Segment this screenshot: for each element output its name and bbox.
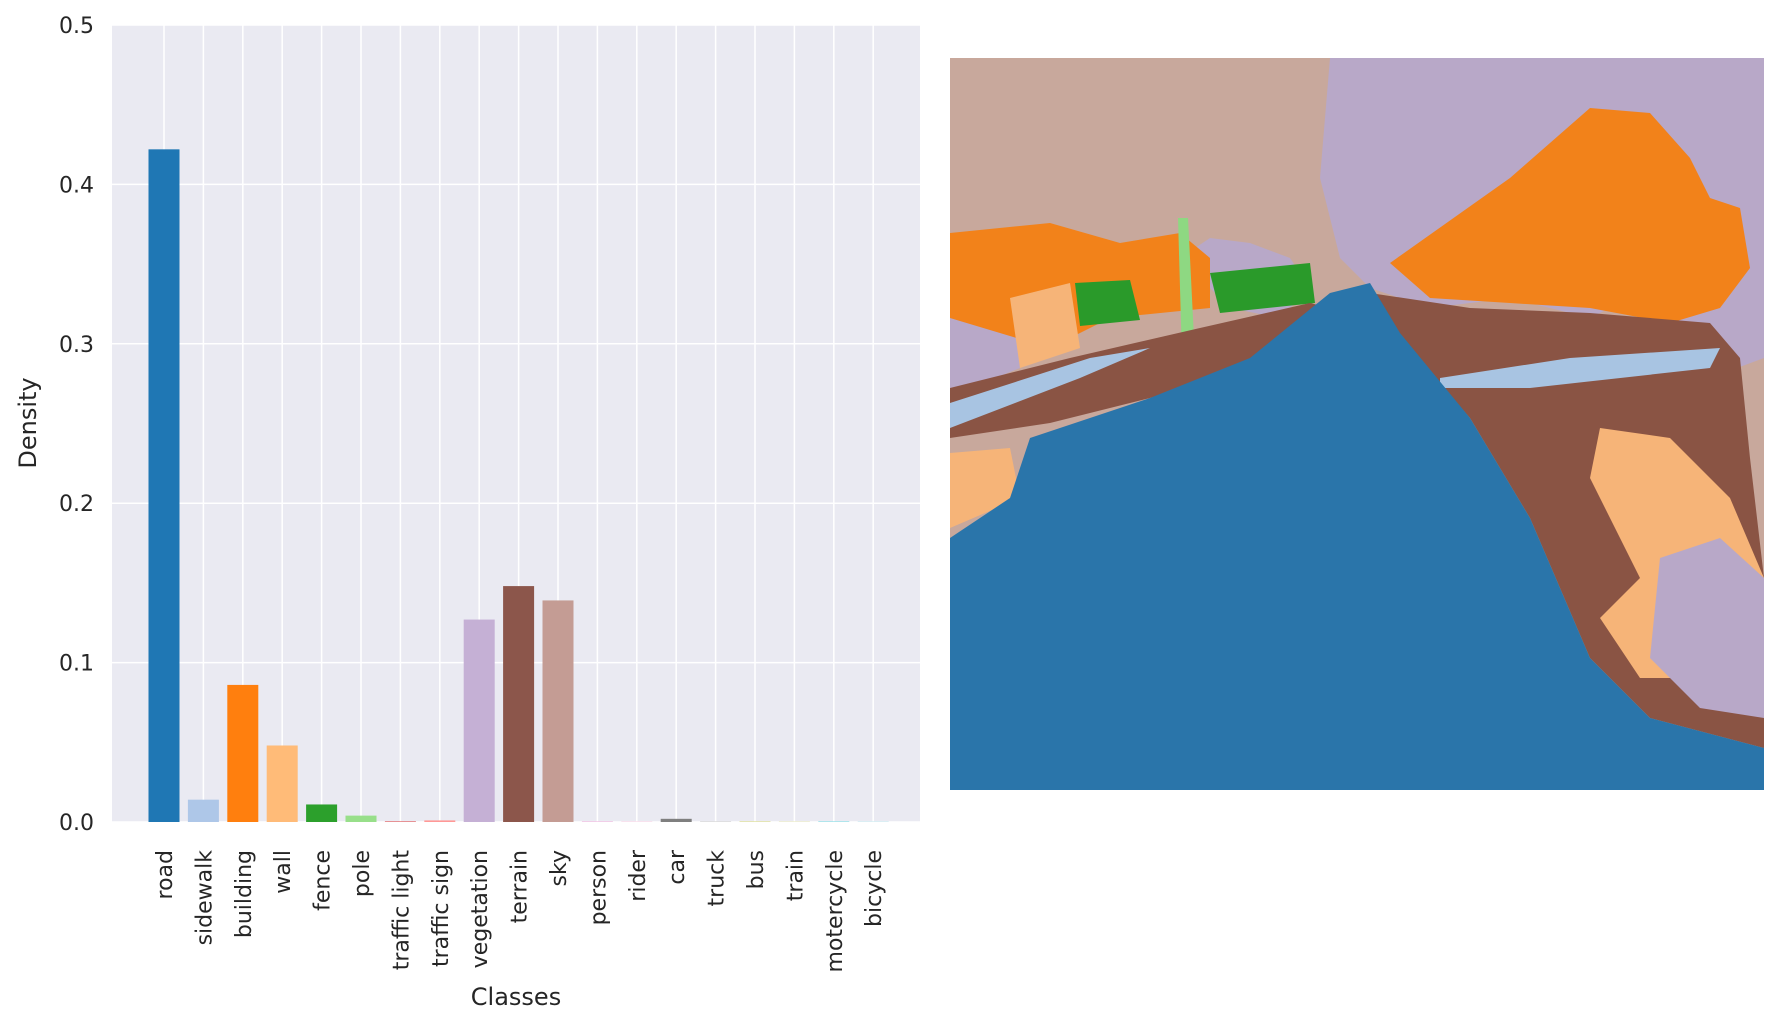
x-tick-labels: road sidewalk building wall fence pole traffic… (153, 849, 887, 972)
bar-wall (266, 745, 298, 822)
y-tick-label: 0.2 (59, 492, 94, 517)
bar-traffic-sign (424, 820, 456, 822)
x-tick-label: traffic sign (429, 850, 454, 967)
x-tick-label: car (665, 849, 690, 885)
bar-sky (542, 600, 574, 822)
seg-wall-left (1010, 283, 1080, 368)
bar-building (227, 684, 259, 822)
segmentation-overlay-image (950, 58, 1764, 790)
seg-vegetation-right-low (1650, 538, 1764, 718)
x-tick-label: traffic light (389, 850, 414, 971)
seg-terrain-left (950, 303, 1330, 438)
y-tick-labels: 0.0 0.1 0.2 0.3 0.4 0.5 (59, 14, 94, 836)
x-tick-label: vegetation (468, 850, 493, 968)
x-tick-label: terrain (508, 850, 533, 923)
bars (148, 149, 889, 822)
bar-vegetation (463, 619, 495, 822)
x-tick-label: train (783, 850, 808, 901)
class-density-bar-chart: 0.0 0.1 0.2 0.3 0.4 0.5 road sidewalk building w… (14, 14, 920, 1011)
x-tick-label: bicycle (862, 850, 887, 927)
y-tick-label: 0.4 (59, 173, 94, 198)
seg-pole (1178, 218, 1195, 358)
x-tick-label: sidewalk (192, 850, 217, 946)
y-tick-label: 0.0 (59, 811, 94, 836)
x-tick-label: fence (311, 850, 336, 911)
seg-sidewalk-left (950, 348, 1150, 428)
x-tick-label: person (586, 850, 611, 925)
seg-sidewalk-right (1440, 348, 1720, 388)
x-tick-label: pole (350, 850, 375, 897)
seg-building-right (1390, 108, 1750, 323)
y-axis-label: Density (14, 377, 42, 468)
bar-fence (306, 804, 338, 822)
seg-wall-lower-left (950, 448, 1020, 528)
x-tick-label: road (153, 850, 178, 899)
seg-fence-center (1210, 263, 1315, 313)
seg-road (950, 283, 1764, 790)
bar-terrain (503, 586, 535, 822)
bar-sidewalk (187, 799, 219, 822)
x-tick-label: motercycle (823, 850, 848, 972)
x-tick-label: bus (744, 850, 769, 889)
y-tick-label: 0.1 (59, 652, 94, 677)
x-tick-label: wall (271, 850, 296, 894)
x-tick-label: rider (626, 849, 651, 902)
y-tick-label: 0.5 (59, 14, 94, 39)
x-tick-label: building (232, 850, 257, 938)
x-tick-label: truck (705, 850, 730, 907)
seg-fence-left (1075, 280, 1140, 326)
bar-road (148, 149, 180, 822)
x-axis-label: Classes (471, 983, 561, 1011)
bar-pole (345, 815, 377, 822)
bar-car (660, 818, 692, 822)
y-tick-label: 0.3 (59, 333, 94, 358)
x-tick-label: sky (547, 850, 572, 886)
